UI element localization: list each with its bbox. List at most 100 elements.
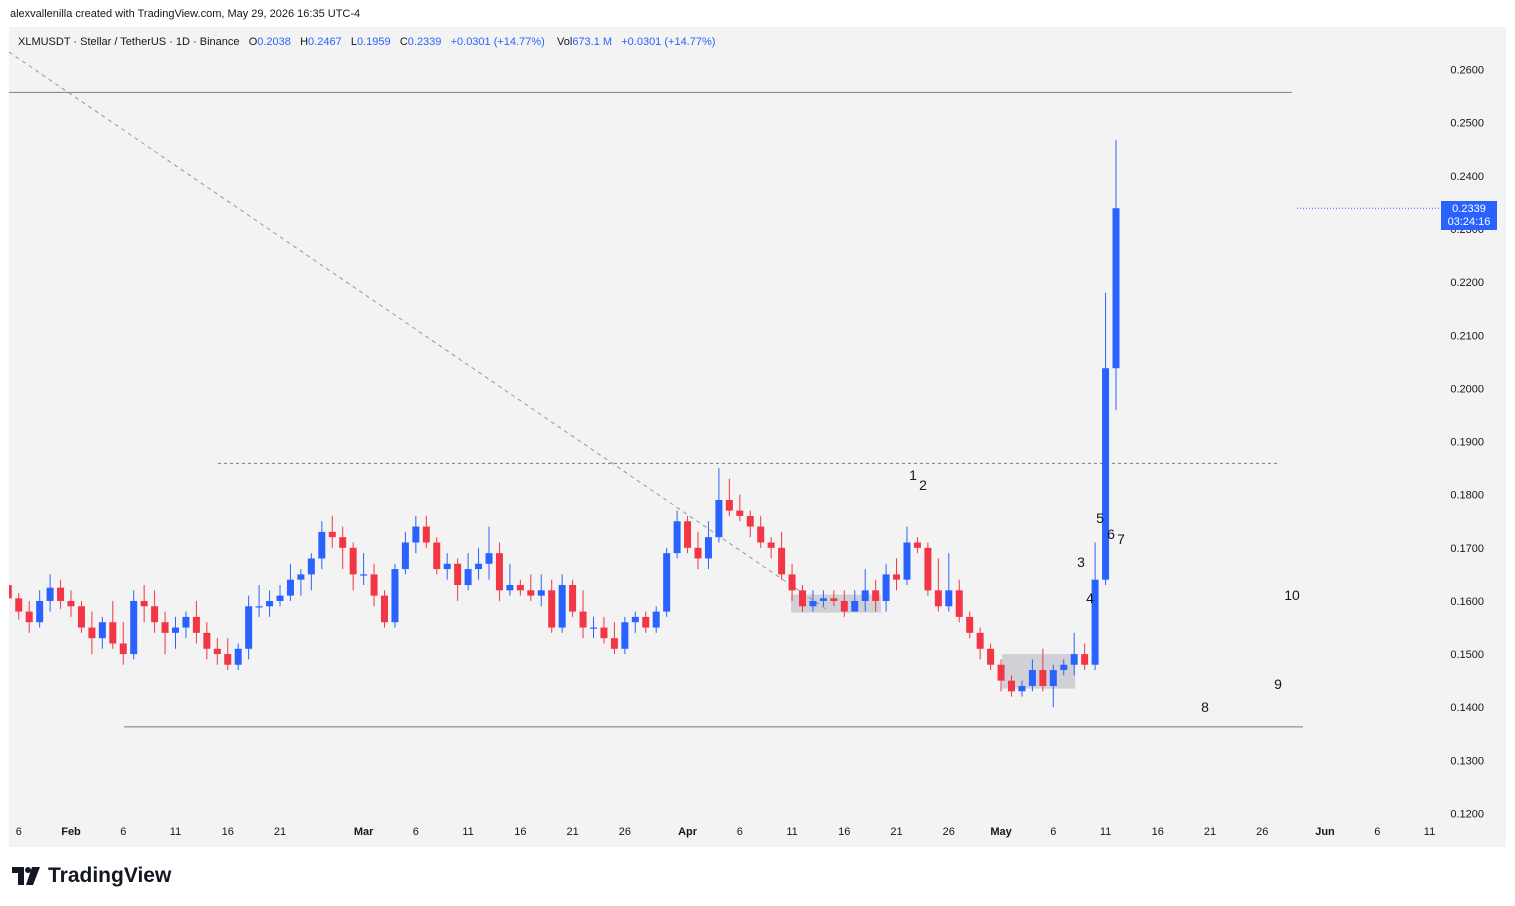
candle-body [1028,670,1036,686]
candle-body [77,606,85,628]
candle-body [151,606,159,623]
candle-body [297,574,305,580]
candle-body [422,526,430,543]
candle-body [381,595,388,623]
candle-body [192,616,200,633]
x-tick-label: 11 [462,826,473,838]
candle-body [642,616,650,628]
candle-body [161,622,169,633]
x-tick-label: 6 [1374,826,1380,838]
candle-body [851,600,859,612]
wave-label: 4 [1086,590,1094,606]
candle-body [328,531,336,538]
candle-body [485,553,493,564]
wave-label: 1 [909,467,917,483]
candle-body [1060,664,1068,671]
y-tick-label: 0.1200 [1450,809,1484,821]
x-tick-label: 16 [838,826,850,838]
y-tick-label: 0.1700 [1450,543,1484,555]
candle-body [736,510,744,516]
candle-body [600,627,608,639]
y-tick-label: 0.2100 [1450,330,1484,342]
candle-body [621,622,629,649]
candle-body [778,547,786,575]
wave-label: 7 [1117,531,1125,547]
x-tick-label: May [990,826,1012,838]
candle-body [673,521,681,554]
low-value: 0.1959 [356,36,391,48]
candle-body [913,542,921,548]
candle-body [454,563,462,586]
candle-body [182,616,190,628]
candle-body [15,598,23,612]
candle-body [255,606,263,608]
candle-body [955,590,963,617]
candle-body [286,579,294,596]
candles-group [9,140,1120,708]
attribution-text: alexvallenilla created with TradingView.… [10,8,361,20]
high-value: 0.2467 [308,36,342,48]
candle-body [569,585,577,612]
y-tick-label: 0.1600 [1450,596,1484,608]
y-tick-label: 0.1500 [1450,649,1484,661]
candle-body [704,537,712,559]
chart-panel[interactable] [9,27,1506,847]
candle-body [516,585,524,591]
candle-body [579,611,587,628]
candle-body [987,648,995,665]
x-tick-label: 26 [619,826,631,838]
candle-body [349,547,357,575]
candle-body [443,563,451,570]
x-tick-label: Jun [1315,826,1335,838]
candle-body [203,632,211,649]
change-value: +0.0301 (+14.77%) [450,36,545,48]
candle-body [976,632,984,649]
candle-body [767,542,775,548]
open-value: 0.2038 [257,36,291,48]
candle-body [433,542,441,570]
candle-body [276,595,284,601]
candle-body [537,590,545,596]
wave-label: 10 [1284,587,1300,603]
tradingview-logo[interactable]: TradingView [12,864,171,888]
candle-body [1091,579,1099,665]
candle-body [799,590,806,607]
y-tick-label: 0.2000 [1450,383,1484,395]
y-tick-label: 0.2200 [1450,277,1484,289]
candle-body [1081,654,1089,665]
x-tick-label: 6 [413,826,419,838]
candle-body [830,598,838,601]
candle-body [966,616,974,633]
x-tick-label: 6 [16,826,22,838]
candle-body [140,600,148,607]
x-tick-label: 16 [514,826,526,838]
candle-body [694,547,702,559]
candle-body [130,600,138,655]
candle-body [527,590,535,596]
candle-body [266,600,274,607]
candle-body [172,627,179,633]
candle-body [746,515,754,527]
x-tick-label: Mar [354,826,374,838]
volume-label: Vol [557,36,573,48]
candle-body [506,585,514,591]
x-tick-label: 6 [120,826,126,838]
x-tick-label: 26 [1256,826,1268,838]
candle-body [548,590,556,628]
candle-body [903,542,911,580]
candle-body [1102,368,1110,580]
candle-body [1070,654,1078,665]
x-tick-label: 11 [1100,826,1111,838]
candle-body [809,600,817,607]
candle-body [882,574,890,601]
candle-body [318,531,326,559]
close-label: C [399,36,408,48]
candle-body [495,553,503,591]
candle-body [684,521,692,548]
x-tick-label: 21 [274,826,286,838]
wave-label: 5 [1096,510,1104,526]
candle-body [224,654,232,665]
candle-body [1008,680,1015,692]
candle-body [610,638,618,649]
